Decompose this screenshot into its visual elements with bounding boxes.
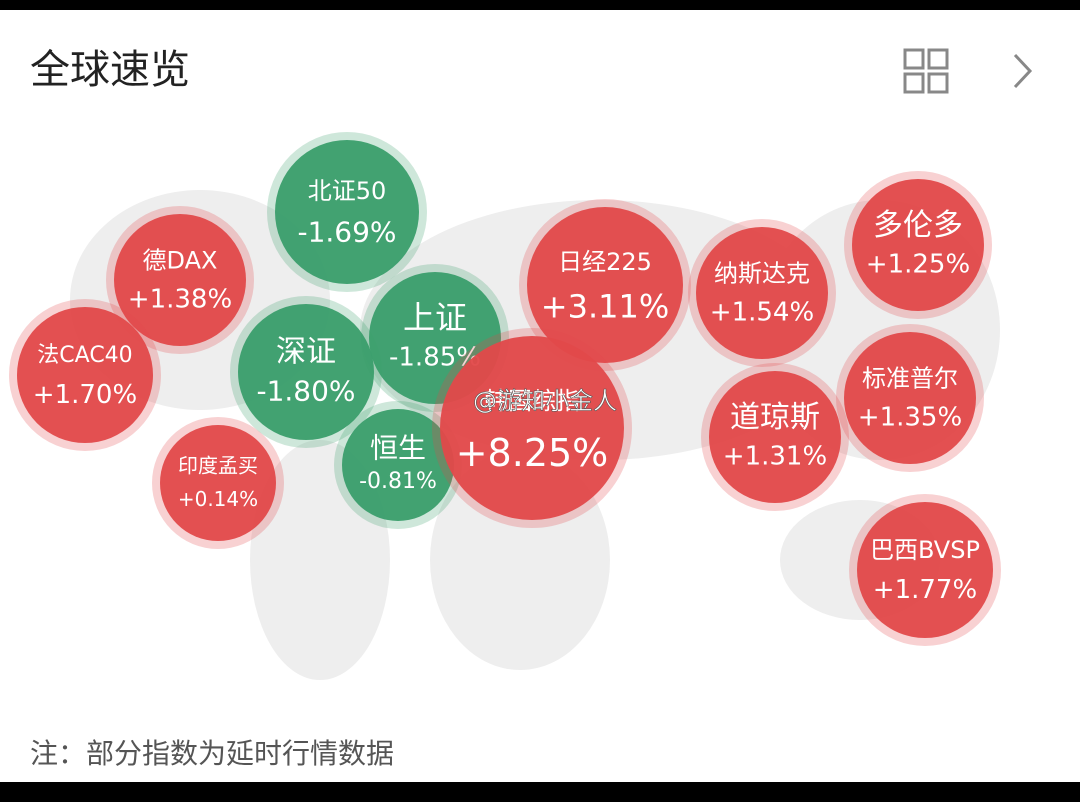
- bubble-label: 德DAX: [143, 247, 218, 275]
- bubble-change: +1.35%: [858, 402, 962, 432]
- bubble-label: 标准普尔: [862, 365, 958, 393]
- bubble-label: 上证: [403, 299, 467, 337]
- bubble: [238, 304, 374, 440]
- bubble-change: +1.25%: [866, 249, 970, 279]
- bubble-label: 日经225: [558, 248, 652, 276]
- bubble-change: +1.38%: [128, 284, 232, 314]
- bubble: [17, 307, 153, 443]
- bubble-label: 恒生: [370, 431, 426, 464]
- bubble-change: +1.70%: [33, 380, 137, 410]
- bubble-change: -1.80%: [256, 374, 355, 407]
- bubble-label: 法CAC40: [37, 343, 132, 368]
- bubble-label: 印度孟买: [178, 453, 258, 477]
- bubble-change: +3.11%: [541, 287, 669, 325]
- bubble-change: +1.54%: [710, 297, 814, 327]
- bubble-label: 深证: [276, 334, 336, 369]
- bubble: [275, 140, 419, 284]
- bubble-label: 纳斯达克: [714, 260, 810, 288]
- bubble: [696, 227, 828, 359]
- bubble-label: 多伦多: [873, 208, 963, 243]
- bubble-label: 道琼斯: [730, 400, 820, 435]
- bubble: [709, 371, 841, 503]
- watermark: @游知小金人: [473, 387, 617, 415]
- bubbles: 北证50 -1.69% 德DAX +1.38% 法CAC40 +1.70% 深证 -1.80%…: [9, 132, 1001, 646]
- bubble-change: +8.25%: [456, 431, 609, 475]
- bubble-label: 北证50: [308, 177, 387, 205]
- bubble: [852, 179, 984, 311]
- bubble-change: +0.14%: [178, 487, 258, 511]
- footer-note: 注：部分指数为延时行情数据: [30, 737, 394, 770]
- chevron[interactable]: [1013, 53, 1033, 89]
- title: 全球速览: [30, 47, 190, 93]
- bubble: [844, 332, 976, 464]
- bubble-change: -1.69%: [297, 216, 396, 249]
- bubble-label: 巴西BVSP: [870, 536, 980, 564]
- bubble-change: +1.77%: [873, 575, 977, 605]
- bubble-change: +1.31%: [723, 441, 827, 471]
- bubble-label: 韩国综指: [484, 387, 580, 415]
- bubble: [160, 425, 276, 541]
- bubble: [440, 336, 624, 520]
- bubble: [342, 409, 454, 521]
- bubble: [114, 214, 246, 346]
- bubble: [527, 207, 683, 363]
- bubble: [857, 502, 993, 638]
- bubble-change: -0.81%: [359, 469, 437, 494]
- grid-icon[interactable]: [903, 48, 949, 94]
